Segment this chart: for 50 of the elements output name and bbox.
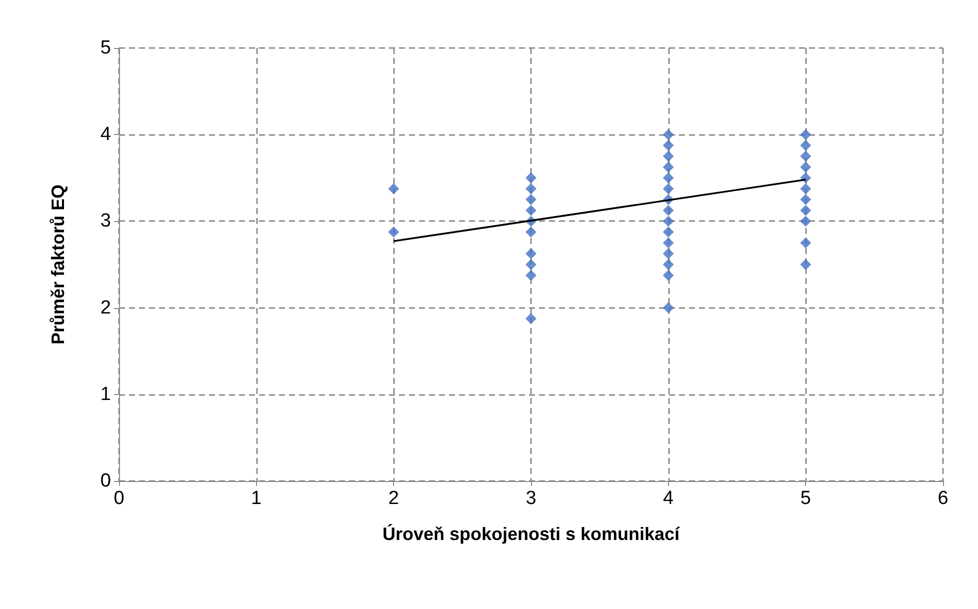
point — [800, 162, 812, 173]
x-tick-label: 1 — [251, 488, 262, 509]
x-tick-label: 2 — [388, 488, 399, 509]
point — [662, 204, 674, 216]
point — [662, 172, 674, 184]
point — [662, 302, 674, 314]
point — [800, 259, 812, 270]
point — [662, 216, 674, 227]
point — [388, 226, 400, 238]
point — [662, 162, 674, 173]
point — [526, 194, 536, 206]
point — [526, 183, 536, 194]
point — [662, 248, 674, 260]
y-tick-label: 3 — [100, 210, 111, 232]
x-tick-label: 0 — [114, 488, 124, 509]
point — [800, 216, 812, 227]
point — [526, 204, 536, 216]
point — [662, 270, 674, 281]
y-tick-label: 2 — [100, 297, 111, 318]
point — [662, 129, 674, 140]
point — [662, 237, 674, 248]
point — [662, 226, 674, 238]
point — [800, 150, 812, 162]
y-tick-label: 0 — [100, 470, 111, 492]
point — [526, 226, 536, 238]
point — [526, 313, 536, 324]
x-tick-label: 6 — [938, 488, 948, 509]
x-tick-label: 3 — [526, 488, 536, 509]
point — [800, 140, 812, 151]
y-axis-title: Průměr faktorů EQ — [48, 184, 68, 345]
x-tick-label: 5 — [800, 488, 811, 509]
x-axis-title: Úroveň spokojenosti s komunikací — [382, 524, 681, 544]
y-tick-label: 1 — [100, 384, 111, 405]
point — [800, 183, 812, 194]
point — [526, 248, 536, 260]
point — [388, 183, 400, 194]
point — [526, 259, 536, 270]
y-tick-label: 5 — [100, 38, 111, 58]
point — [800, 129, 812, 140]
point — [662, 150, 674, 162]
y-tick-label: 4 — [100, 124, 112, 146]
point — [526, 172, 536, 184]
point — [800, 204, 812, 216]
point — [662, 183, 674, 194]
point — [800, 237, 812, 248]
point — [526, 270, 536, 281]
point — [662, 140, 674, 151]
point — [662, 259, 674, 270]
x-tick-label: 4 — [663, 488, 674, 509]
point — [800, 194, 812, 206]
